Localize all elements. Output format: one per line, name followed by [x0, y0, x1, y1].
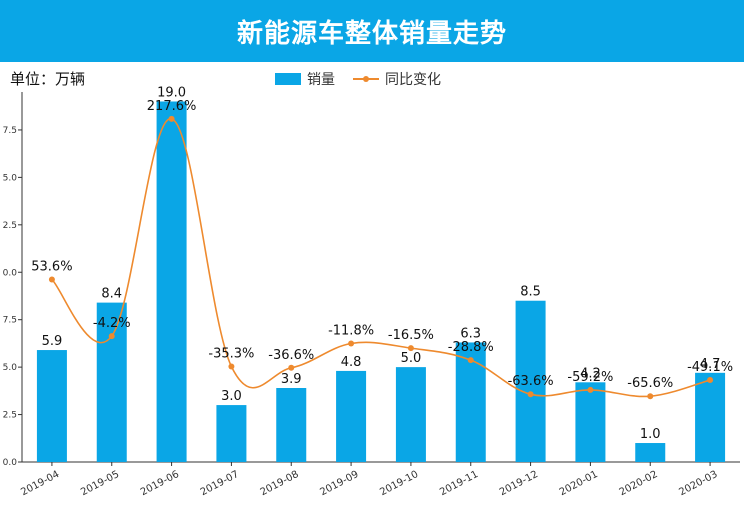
yoy-point	[108, 333, 115, 340]
bar	[276, 388, 307, 462]
x-tick-label: 2019-10	[378, 469, 420, 498]
x-tick-label: 2020-02	[618, 469, 660, 498]
x-tick-label: 2019-11	[438, 469, 480, 498]
yoy-point	[527, 391, 534, 398]
bar-value-label: 6.3	[460, 326, 481, 341]
legend-yoy-label: 同比变化	[385, 72, 441, 88]
yoy-point	[407, 345, 414, 352]
bar-value-label: 1.0	[640, 427, 661, 442]
legend-line-swatch	[353, 73, 379, 85]
yoy-value-label: 53.6%	[31, 259, 72, 274]
y-tick-label: 0.0	[3, 268, 18, 278]
bar	[515, 300, 546, 462]
x-tick-label: 2019-12	[498, 469, 540, 498]
yoy-value-label: -11.8%	[328, 324, 374, 339]
x-tick-label: 2019-04	[19, 469, 61, 498]
bar	[695, 372, 726, 462]
x-tick-label: 2020-03	[677, 469, 719, 498]
x-tick-label: 2019-07	[199, 469, 241, 498]
bar-value-label: 4.2	[580, 366, 601, 381]
bar-value-label: 5.9	[42, 334, 63, 349]
yoy-value-label: 217.6%	[147, 99, 197, 114]
x-tick-label: 2019-05	[79, 469, 121, 498]
yoy-value-label: -59.2%	[567, 370, 613, 385]
unit-label: 单位：万辆	[10, 70, 86, 88]
bar	[216, 405, 247, 462]
yoy-value-label: -49.1%	[687, 360, 733, 375]
yoy-value-label: -63.6%	[508, 374, 554, 389]
bar-value-label: 3.9	[281, 372, 302, 387]
yoy-line	[51, 118, 711, 398]
bar-value-label: 4.7	[700, 357, 721, 372]
legend-bar-swatch	[275, 73, 301, 85]
yoy-point	[228, 363, 235, 370]
bar-value-label: 3.0	[221, 389, 242, 404]
bar	[395, 367, 426, 462]
y-tick-label: 2.5	[3, 221, 17, 231]
legend-item-sales: 销量	[275, 69, 335, 89]
yoy-value-label: -36.6%	[268, 348, 314, 363]
yoy-point	[348, 340, 355, 347]
bar	[36, 350, 67, 462]
yoy-point	[168, 115, 175, 122]
y-tick-label: 7.5	[3, 316, 17, 326]
y-tick-label: 5.0	[3, 173, 18, 183]
yoy-value-label: -35.3%	[208, 347, 254, 362]
bar	[635, 443, 666, 462]
bar	[336, 370, 367, 462]
legend-item-yoy: 同比变化	[353, 69, 441, 89]
bar-value-label: 4.8	[341, 355, 362, 370]
bar	[575, 382, 606, 462]
x-tick-label: 2019-09	[318, 469, 360, 498]
bar-value-label: 19.0	[157, 85, 186, 100]
y-tick-label: 7.5	[3, 126, 17, 136]
yoy-point	[647, 393, 654, 400]
y-tick-label: 5.0	[3, 363, 18, 373]
legend-sales-label: 销量	[307, 72, 335, 88]
chart-legend: 销量 同比变化	[275, 69, 459, 89]
yoy-value-label: -65.6%	[627, 376, 673, 391]
y-tick-label: 0.0	[3, 458, 18, 468]
bar-value-label: 8.5	[520, 285, 541, 300]
yoy-point	[48, 276, 55, 283]
yoy-point	[707, 377, 714, 384]
yoy-point	[467, 357, 474, 364]
yoy-value-label: -4.2%	[93, 316, 131, 331]
x-tick-label: 2019-08	[259, 469, 301, 498]
yoy-value-label: -28.8%	[448, 340, 494, 355]
x-tick-label: 2020-01	[558, 469, 600, 498]
bar-value-label: 8.4	[101, 287, 122, 302]
y-tick-label: 2.5	[3, 411, 17, 421]
yoy-value-label: -16.5%	[388, 328, 434, 343]
bar	[156, 101, 187, 462]
yoy-point	[587, 386, 594, 393]
yoy-point	[288, 364, 295, 371]
chart-title: 新能源车整体销量走势	[0, 0, 744, 62]
x-tick-label: 2019-06	[139, 469, 181, 498]
bar	[96, 302, 127, 462]
bar-value-label: 5.0	[401, 351, 422, 366]
